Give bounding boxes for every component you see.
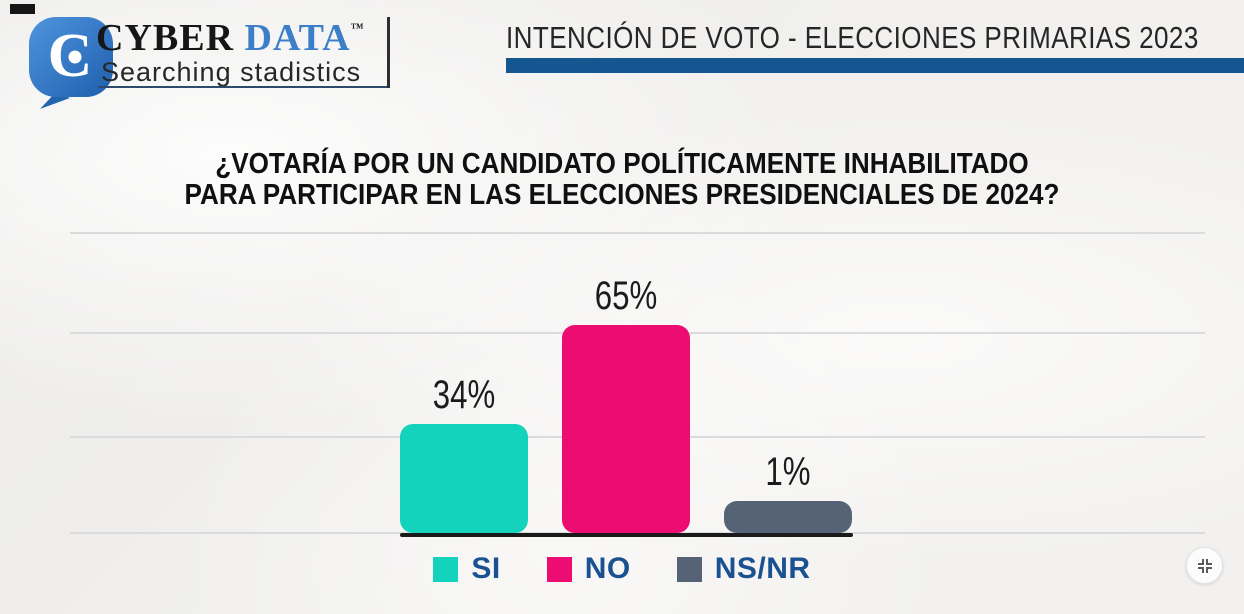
chart-baseline bbox=[400, 533, 853, 537]
bar-group-nsnr: 1% bbox=[724, 450, 852, 533]
brand-name-cyber: CYBER bbox=[96, 17, 245, 59]
magnifier-q-icon: C bbox=[29, 17, 113, 109]
legend-label-nsnr: NS/NR bbox=[714, 552, 811, 585]
bar-value-label-si: 34% bbox=[432, 373, 496, 417]
bar-group-si: 34% bbox=[400, 373, 528, 533]
brand-wordmark: CYBER DATA™ bbox=[96, 16, 364, 60]
trademark-symbol: ™ bbox=[350, 20, 364, 35]
legend-item-no: NO bbox=[546, 552, 631, 586]
corner-mark bbox=[10, 4, 35, 14]
page-title: INTENCIÓN DE VOTO - ELECCIONES PRIMARIAS… bbox=[506, 20, 1199, 55]
logo-underline bbox=[98, 86, 389, 88]
legend-swatch-no bbox=[546, 556, 572, 582]
bar-chart: 34% 65% 1% bbox=[400, 270, 852, 533]
chart-question: ¿VOTARÍA POR UN CANDIDATO POLÍTICAMENTE … bbox=[62, 149, 1182, 211]
bar-nsnr bbox=[724, 501, 852, 533]
logo-divider bbox=[387, 17, 390, 88]
header-accent-bar bbox=[506, 58, 1244, 73]
bar-group-no: 65% bbox=[562, 274, 690, 533]
brand-name-data: DATA bbox=[244, 17, 351, 59]
question-line-1: ¿VOTARÍA POR UN CANDIDATO POLÍTICAMENTE … bbox=[215, 148, 1029, 180]
legend-label-no: NO bbox=[584, 552, 631, 585]
bar-no bbox=[562, 325, 690, 533]
chart-legend: SI NO NS/NR bbox=[0, 552, 1244, 586]
brand-tagline: Searching stadistics bbox=[101, 57, 362, 87]
compress-button[interactable] bbox=[1186, 547, 1223, 584]
bar-si bbox=[400, 424, 528, 533]
gridline bbox=[70, 232, 1205, 234]
legend-swatch-si bbox=[433, 556, 459, 582]
question-line-2: PARA PARTICIPAR EN LAS ELECCIONES PRESID… bbox=[184, 179, 1060, 211]
legend-item-si: SI bbox=[433, 552, 500, 586]
legend-item-nsnr: NS/NR bbox=[676, 552, 811, 586]
legend-swatch-nsnr bbox=[676, 556, 702, 582]
legend-label-si: SI bbox=[471, 552, 501, 585]
bar-value-label-nsnr: 1% bbox=[765, 450, 811, 494]
compress-icon bbox=[1197, 558, 1212, 573]
bar-value-label-no: 65% bbox=[594, 274, 658, 318]
